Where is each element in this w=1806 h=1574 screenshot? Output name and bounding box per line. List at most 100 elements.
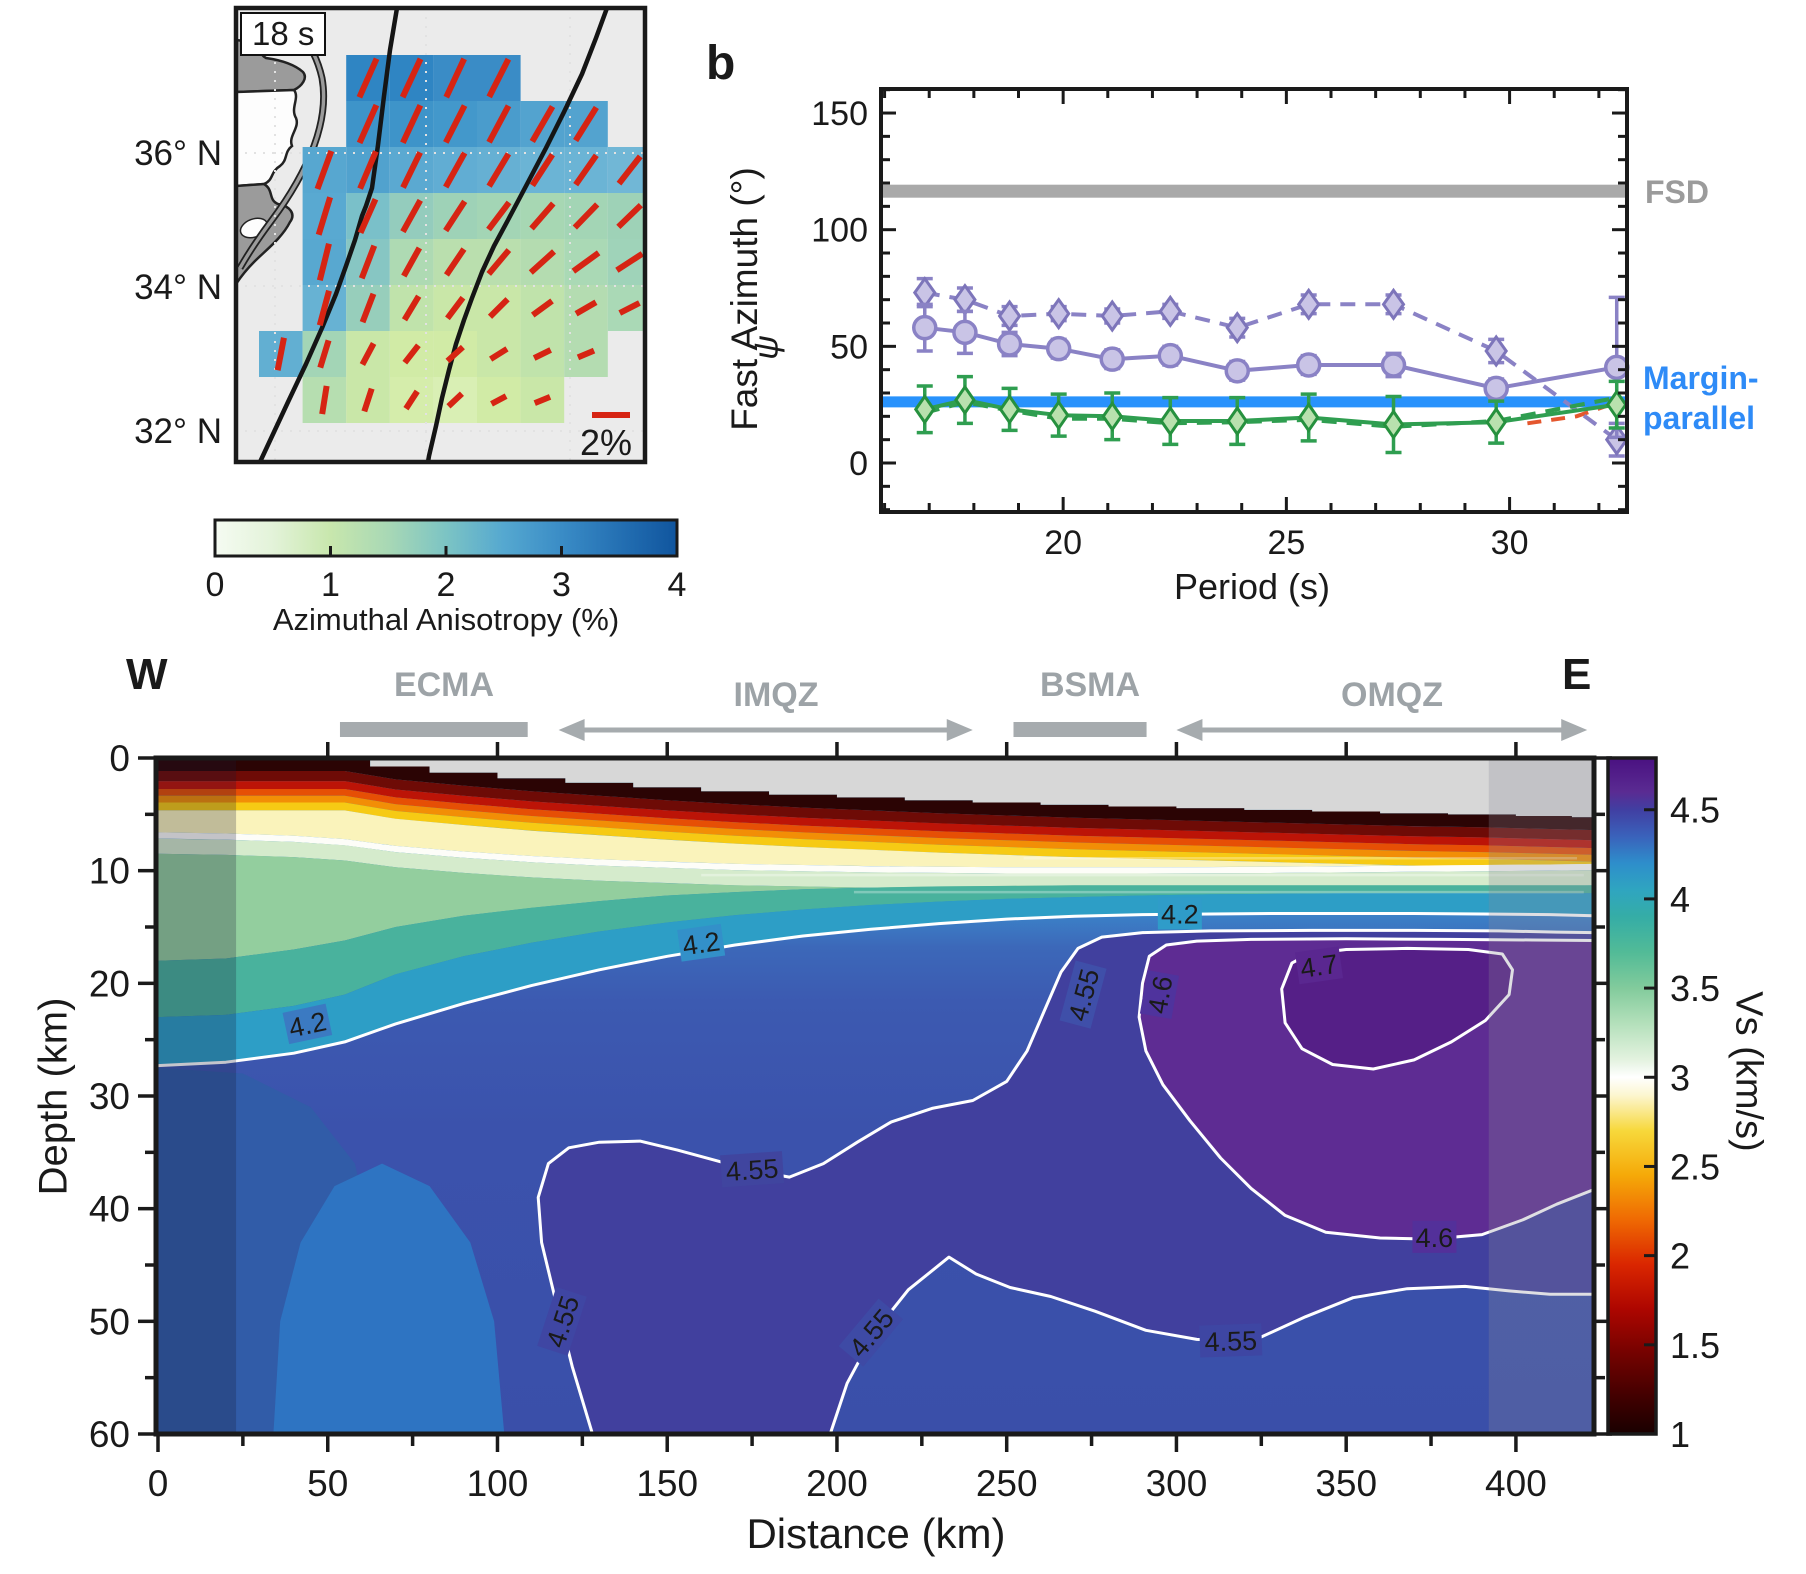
map-sound [236,88,299,188]
contour-label: 4.55 [720,1151,785,1188]
east-label: E [1562,650,1592,699]
data-point-diamond [1605,389,1628,421]
data-point-circle [996,331,1023,357]
fast-direction-bar [529,201,556,231]
data-point-circle [1483,375,1509,402]
green-solid-diamonds [913,374,1628,455]
period-xtick: 25 [1267,524,1305,562]
data-point-diamond [1159,405,1182,437]
distance-tick: 350 [1315,1463,1377,1504]
data-point-diamond [1381,287,1406,321]
data-point-diamond [1484,334,1509,368]
fast-direction-bar [532,347,552,361]
fast-direction-bar [487,297,510,319]
fast-direction-bar [400,198,423,234]
fast-direction-bar [486,248,512,276]
fast-direction-bar [616,154,643,186]
fault-line-east [425,8,610,462]
velocity-band [158,758,1594,831]
velocity-band [158,853,1594,961]
map-period-label: 18 s [240,12,327,56]
fast-direction-bar [400,103,424,145]
fast-direction-bar [443,199,468,233]
depth-tick: 10 [89,851,130,892]
vs-tick: 2 [1670,1236,1690,1277]
data-point-diamond [954,384,976,416]
velocity-band [158,838,1594,889]
depth-tick: 50 [89,1301,130,1342]
data-point-diamond [1296,287,1321,321]
fast-direction-bar [443,151,468,189]
contour-4-55-upper [536,928,1594,1434]
fast-direction-bar [402,343,421,365]
fast-direction-bar [316,289,332,327]
data-point-diamond [998,393,1021,425]
purple-solid-circles [912,295,1630,440]
fast-direction-bar [443,104,468,144]
velocity-band [158,802,1594,870]
map-colorbar-title: Azimuthal Anisotropy (%) [272,602,620,637]
fast-direction-bar [529,104,556,144]
bsma-label: BSMA [1039,666,1141,704]
fast-direction-bar [618,300,641,316]
lat-label-36: 36° N [134,134,222,173]
fast-direction-bar [528,249,557,275]
fast-direction-bar [400,151,423,189]
fast-direction-bar [317,339,332,369]
data-point-diamond [1047,399,1070,431]
water-wedge [344,758,1594,818]
fast-direction-bar [356,57,380,99]
map-frame [233,5,648,465]
distance-tick: 50 [307,1463,348,1504]
fast-direction-bar [359,292,377,324]
data-point-circle [1045,335,1072,362]
data-point-diamond [913,393,936,425]
fast-azimuth-ylabel: Fast Azimuth (°) [724,167,765,431]
distance-xlabel: Distance (km) [746,1510,1006,1557]
fast-direction-bar [445,295,466,321]
data-point-circle [952,319,978,346]
data-point-circle [1224,358,1251,384]
data-point-circle [1295,352,1322,378]
data-point-diamond [1225,311,1250,345]
fsd-band [881,184,1627,198]
cross-section-frame [153,755,1597,1437]
low-resolution-strip-west [158,758,237,1434]
data-point-circle [1380,352,1407,378]
margin-label-line1: Margin- [1643,360,1759,396]
fast-direction-bar [361,387,375,413]
svg-text:4.6: 4.6 [1142,974,1178,1016]
margin-parallel-label: Margin- parallel [1643,358,1759,438]
velocity-band [158,810,1594,870]
fast-direction-bar [573,153,599,187]
depth-tick: 0 [109,738,130,779]
ecma-bar [339,722,528,737]
fast-direction-bar [486,152,512,188]
data-point-diamond [1101,400,1124,432]
svg-text:4.55: 4.55 [1204,1326,1258,1358]
fast-direction-bar [530,298,554,318]
fast-direction-bar [443,247,467,277]
map-colorbar-tick: 3 [552,566,571,604]
velocity-band [158,781,1594,849]
fast-direction-bar [316,242,332,282]
data-point-diamond [1158,294,1183,328]
distance-tick: 150 [636,1463,698,1504]
fast-direction-bar [357,150,379,190]
vs-tick: 3 [1670,1057,1690,1098]
vs-tick: 1 [1670,1414,1690,1455]
vs-tick: 4 [1670,879,1690,920]
contour-label: 4.7 [1295,946,1344,985]
period-xtick: 30 [1491,524,1529,562]
azimuth-ytick: 50 [830,328,868,366]
fast-azimuth-chart: 0 50 100 150 20 25 30 [811,87,1630,562]
margin-label-line2: parallel [1643,400,1756,436]
map-colorbar-tick: 1 [321,566,340,604]
fast-direction-bar [357,197,379,235]
fast-direction-bar [274,337,287,371]
velocity-band [158,789,1594,855]
azimuth-ytick: 150 [811,95,868,133]
svg-text:4.2: 4.2 [1161,899,1199,929]
map-scale-label: 2% [580,422,633,463]
